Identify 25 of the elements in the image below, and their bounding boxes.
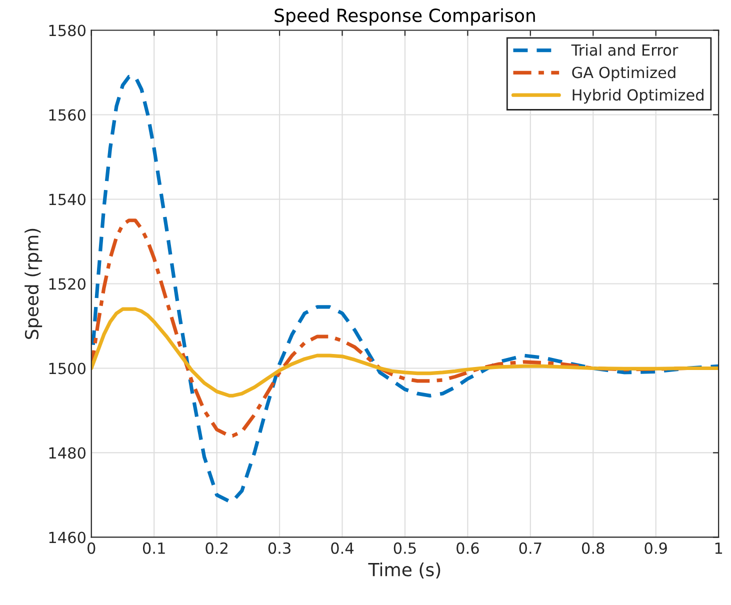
legend-label: GA Optimized [572,66,676,82]
x-tick-label: 0.7 [519,542,542,554]
y-tick-label: 1520 [49,278,86,290]
legend-label: Hybrid Optimized [572,88,704,104]
chart-title: Speed Response Comparison [274,8,535,26]
y-tick-label: 1540 [49,194,86,206]
y-tick-label: 1460 [49,532,86,544]
x-tick-label: 0.6 [456,542,479,554]
x-tick-label: 0.4 [331,542,354,554]
y-axis-title: Speed (rpm) [24,228,42,340]
line-series [91,307,719,398]
x-tick-label: 0.2 [206,542,228,554]
y-tick-label: 1500 [49,362,86,374]
x-tick-label: 0.1 [142,542,165,554]
x-tick-label: 1 [715,542,722,554]
x-tick-label: 0.8 [582,542,604,554]
y-tick-label: 1480 [49,447,86,459]
x-tick-label: 0 [88,542,96,554]
y-tick-label: 1560 [49,109,86,121]
legend-label: Trial and Error [571,44,678,56]
x-tick-label: 0.9 [644,542,667,554]
x-tick-label: 0.5 [394,542,416,554]
x-axis-title: Time (s) [368,562,440,579]
x-tick-label: 0.3 [268,542,290,554]
y-tick-label: 1580 [49,24,86,36]
